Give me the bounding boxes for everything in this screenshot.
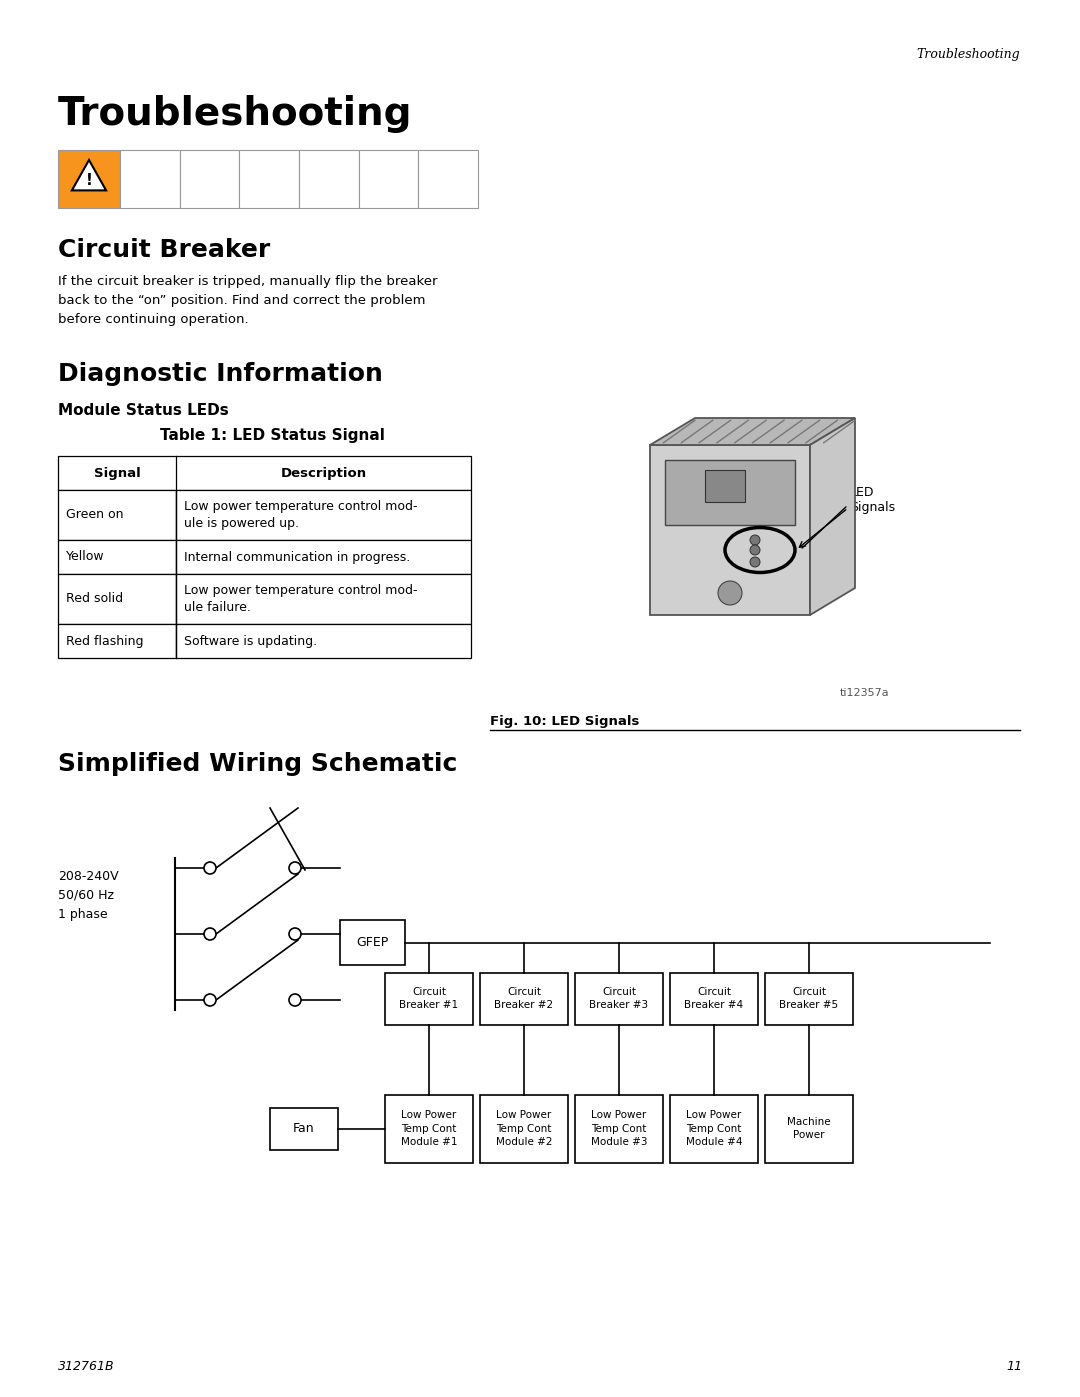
Text: Software is updating.: Software is updating. bbox=[184, 634, 318, 647]
Bar bbox=[765, 1094, 853, 1162]
Text: 208-240V
50/60 Hz
1 phase: 208-240V 50/60 Hz 1 phase bbox=[58, 870, 119, 921]
Bar bbox=[340, 921, 405, 965]
Text: Description: Description bbox=[281, 467, 366, 479]
Polygon shape bbox=[650, 418, 855, 446]
Text: Circuit Breaker: Circuit Breaker bbox=[58, 237, 270, 263]
Circle shape bbox=[750, 557, 760, 567]
Text: Red flashing: Red flashing bbox=[66, 634, 144, 647]
Bar bbox=[58, 624, 176, 658]
Bar bbox=[176, 541, 471, 574]
Bar bbox=[665, 460, 795, 525]
Text: Low Power
Temp Cont
Module #4: Low Power Temp Cont Module #4 bbox=[686, 1111, 742, 1147]
Text: LED
Signals: LED Signals bbox=[850, 486, 895, 514]
Bar bbox=[480, 1094, 568, 1162]
Text: Circuit
Breaker #5: Circuit Breaker #5 bbox=[780, 986, 838, 1010]
Bar bbox=[480, 972, 568, 1024]
Bar bbox=[705, 469, 745, 502]
Text: Low power temperature control mod-
ule is powered up.: Low power temperature control mod- ule i… bbox=[184, 500, 418, 531]
Text: Low power temperature control mod-
ule failure.: Low power temperature control mod- ule f… bbox=[184, 584, 418, 615]
Text: !: ! bbox=[85, 173, 93, 189]
Bar bbox=[650, 446, 810, 615]
Bar bbox=[299, 149, 359, 208]
Bar bbox=[575, 972, 663, 1024]
Text: Troubleshooting: Troubleshooting bbox=[916, 47, 1020, 61]
Bar bbox=[58, 455, 471, 490]
Text: Simplified Wiring Schematic: Simplified Wiring Schematic bbox=[58, 752, 457, 775]
Text: Diagnostic Information: Diagnostic Information bbox=[58, 362, 383, 386]
Text: 11: 11 bbox=[1005, 1361, 1022, 1373]
Bar bbox=[176, 624, 471, 658]
Text: Yellow: Yellow bbox=[66, 550, 105, 563]
Circle shape bbox=[204, 928, 216, 940]
Text: Circuit
Breaker #2: Circuit Breaker #2 bbox=[495, 986, 554, 1010]
Text: Red solid: Red solid bbox=[66, 592, 123, 605]
Text: Circuit
Breaker #3: Circuit Breaker #3 bbox=[590, 986, 649, 1010]
Text: 312761B: 312761B bbox=[58, 1361, 114, 1373]
Text: Circuit
Breaker #1: Circuit Breaker #1 bbox=[400, 986, 459, 1010]
Bar bbox=[179, 149, 240, 208]
Bar bbox=[384, 1094, 473, 1162]
Text: Troubleshooting: Troubleshooting bbox=[58, 95, 413, 133]
Circle shape bbox=[750, 545, 760, 555]
Text: Green on: Green on bbox=[66, 509, 123, 521]
Bar bbox=[176, 490, 471, 541]
Text: Internal communication in progress.: Internal communication in progress. bbox=[184, 550, 410, 563]
Bar bbox=[670, 1094, 758, 1162]
Bar bbox=[58, 149, 120, 208]
Polygon shape bbox=[810, 418, 855, 615]
Text: Low Power
Temp Cont
Module #3: Low Power Temp Cont Module #3 bbox=[591, 1111, 647, 1147]
Text: Module Status LEDs: Module Status LEDs bbox=[58, 402, 229, 418]
Text: Fan: Fan bbox=[293, 1122, 314, 1134]
Circle shape bbox=[289, 995, 301, 1006]
Circle shape bbox=[718, 581, 742, 605]
Bar bbox=[58, 541, 176, 574]
Bar bbox=[120, 149, 179, 208]
Circle shape bbox=[289, 928, 301, 940]
Bar bbox=[575, 1094, 663, 1162]
Text: Machine
Power: Machine Power bbox=[787, 1116, 831, 1140]
Circle shape bbox=[289, 862, 301, 875]
Bar bbox=[418, 149, 478, 208]
Circle shape bbox=[204, 862, 216, 875]
Text: Signal: Signal bbox=[94, 467, 140, 479]
Text: GFEP: GFEP bbox=[356, 936, 389, 949]
Circle shape bbox=[204, 995, 216, 1006]
Text: Low Power
Temp Cont
Module #2: Low Power Temp Cont Module #2 bbox=[496, 1111, 552, 1147]
Bar bbox=[270, 1108, 338, 1150]
Bar bbox=[58, 574, 176, 624]
Text: Fig. 10: LED Signals: Fig. 10: LED Signals bbox=[490, 715, 639, 728]
Bar bbox=[58, 490, 176, 541]
Bar bbox=[670, 972, 758, 1024]
Text: If the circuit breaker is tripped, manually flip the breaker
back to the “on” po: If the circuit breaker is tripped, manua… bbox=[58, 275, 437, 326]
Bar bbox=[384, 972, 473, 1024]
Polygon shape bbox=[72, 161, 106, 190]
Bar bbox=[176, 574, 471, 624]
Bar bbox=[359, 149, 418, 208]
Text: Table 1: LED Status Signal: Table 1: LED Status Signal bbox=[160, 427, 384, 443]
Bar bbox=[240, 149, 299, 208]
Bar bbox=[765, 972, 853, 1024]
Text: Circuit
Breaker #4: Circuit Breaker #4 bbox=[685, 986, 743, 1010]
Text: ti12357a: ti12357a bbox=[840, 687, 890, 698]
Circle shape bbox=[750, 535, 760, 545]
Text: Low Power
Temp Cont
Module #1: Low Power Temp Cont Module #1 bbox=[401, 1111, 457, 1147]
